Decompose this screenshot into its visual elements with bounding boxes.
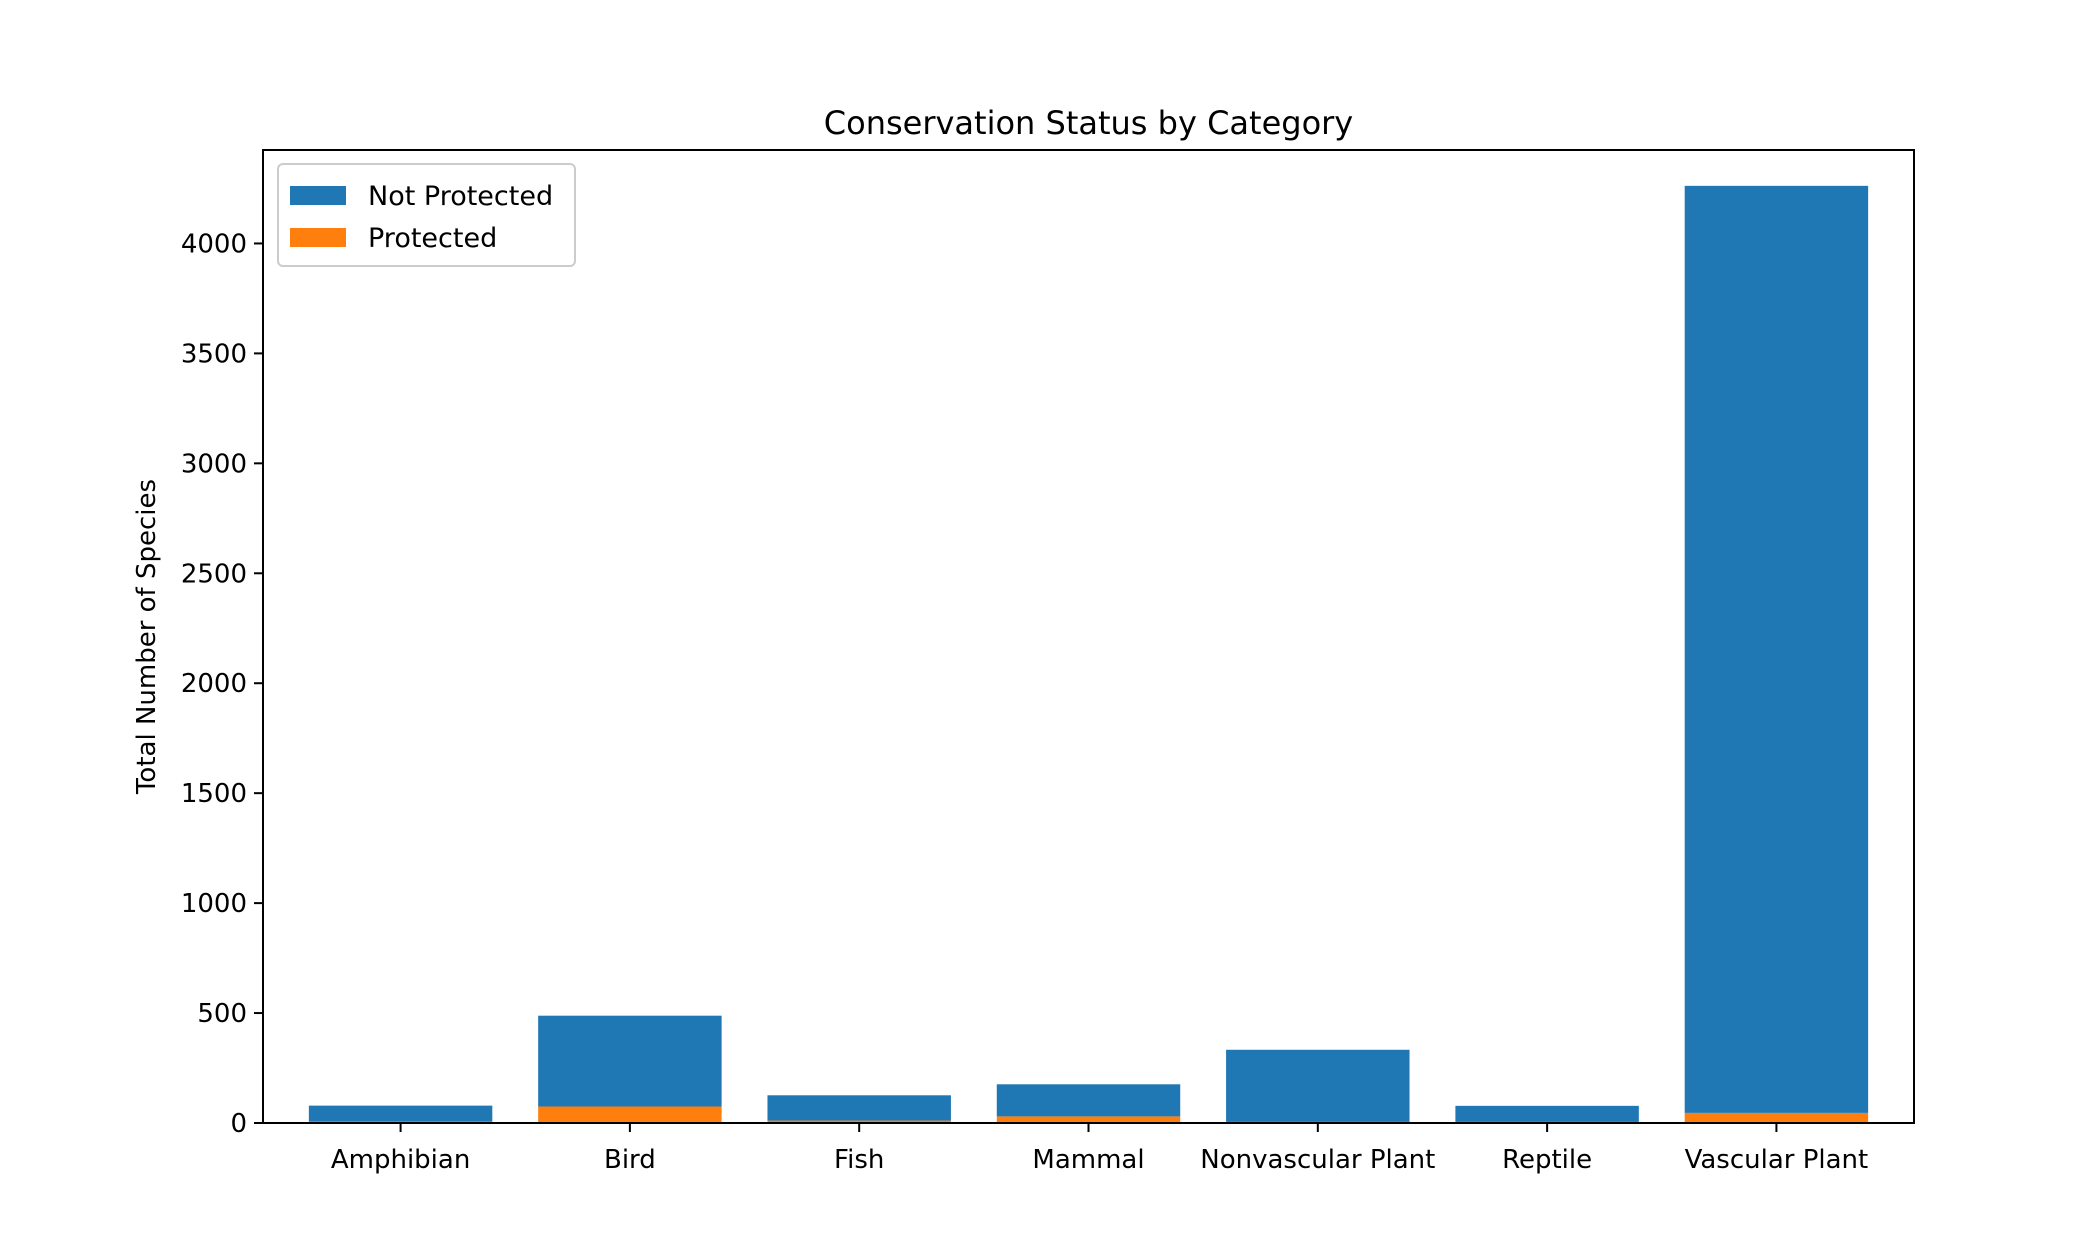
bar-not-protected-bird xyxy=(538,1015,722,1107)
bar-protected-vascular-plant xyxy=(1684,1112,1869,1123)
y-tick-label: 1500 xyxy=(181,779,247,809)
legend-label-protected: Protected xyxy=(368,223,497,254)
y-tick-label: 0 xyxy=(230,1109,247,1139)
y-axis-title: Total Number of Species xyxy=(132,479,162,795)
bar-not-protected-fish xyxy=(767,1095,951,1121)
y-tick-label: 2500 xyxy=(181,559,247,589)
bar-not-protected-nonvascular-plant xyxy=(1226,1049,1410,1122)
y-tick-label: 1000 xyxy=(181,889,247,919)
y-tick-label: 2000 xyxy=(181,669,247,699)
x-tick-label: Fish xyxy=(834,1145,884,1175)
bar-protected-mammal xyxy=(996,1116,1181,1123)
x-tick-label: Reptile xyxy=(1502,1145,1592,1175)
x-tick-label: Vascular Plant xyxy=(1685,1145,1869,1175)
legend-swatch-protected xyxy=(290,228,346,247)
x-tick-label: Bird xyxy=(604,1145,656,1175)
bar-not-protected-vascular-plant xyxy=(1684,185,1869,1113)
legend-label-not-protected: Not Protected xyxy=(368,181,553,212)
bars-layer xyxy=(308,185,1869,1123)
y-tick-label: 3000 xyxy=(181,449,247,479)
bar-protected-bird xyxy=(538,1106,722,1123)
bar-not-protected-amphibian xyxy=(308,1105,493,1122)
chart-title: Conservation Status by Category xyxy=(824,104,1353,142)
legend-swatch-not-protected xyxy=(290,186,346,205)
x-tick-label: Nonvascular Plant xyxy=(1200,1145,1435,1175)
bar-not-protected-reptile xyxy=(1455,1105,1639,1122)
x-tick-label: Mammal xyxy=(1032,1145,1144,1175)
x-tick-label: Amphibian xyxy=(331,1145,470,1175)
y-tick-label: 3500 xyxy=(181,339,247,369)
y-tick-label: 4000 xyxy=(181,229,247,259)
y-tick-label: 500 xyxy=(197,999,247,1029)
axes-layer: 0 500 1000 1500 2000 2500 3000 3500 4000 Amphibia… xyxy=(181,149,1915,1175)
legend-frame xyxy=(277,163,576,267)
bar-not-protected-mammal xyxy=(996,1084,1181,1117)
bar-protected-fish xyxy=(767,1120,951,1123)
legend: Not Protected Protected xyxy=(277,163,576,267)
